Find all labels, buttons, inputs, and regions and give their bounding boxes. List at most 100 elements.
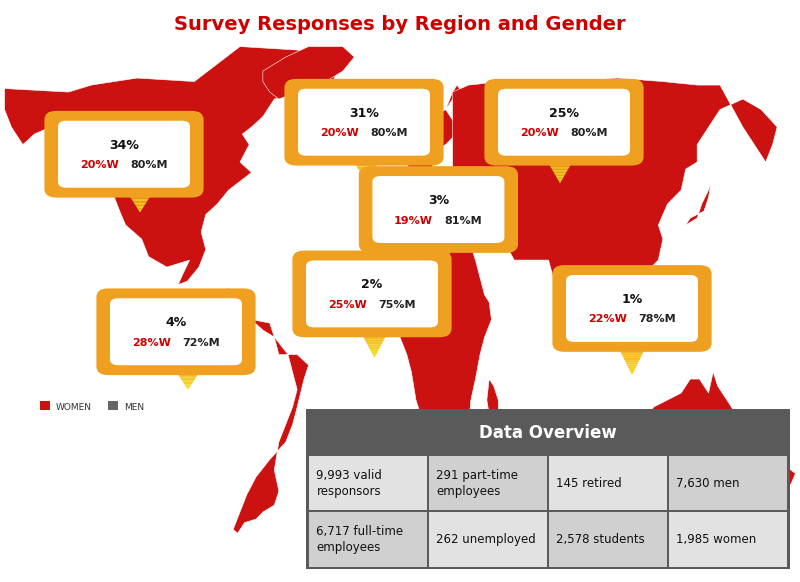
Polygon shape bbox=[174, 368, 202, 369]
Polygon shape bbox=[350, 204, 491, 460]
Polygon shape bbox=[138, 208, 142, 210]
Polygon shape bbox=[358, 328, 390, 329]
Text: 262 unemployed: 262 unemployed bbox=[437, 533, 536, 546]
FancyBboxPatch shape bbox=[108, 401, 118, 410]
Polygon shape bbox=[186, 386, 190, 387]
Polygon shape bbox=[628, 366, 637, 368]
Polygon shape bbox=[364, 338, 385, 339]
FancyBboxPatch shape bbox=[358, 166, 518, 253]
FancyBboxPatch shape bbox=[298, 88, 430, 156]
Polygon shape bbox=[620, 350, 644, 352]
Polygon shape bbox=[129, 194, 151, 196]
Polygon shape bbox=[543, 154, 577, 156]
Polygon shape bbox=[548, 162, 572, 164]
Polygon shape bbox=[624, 359, 640, 361]
Polygon shape bbox=[182, 380, 194, 382]
FancyBboxPatch shape bbox=[669, 456, 786, 510]
Polygon shape bbox=[431, 255, 449, 257]
Polygon shape bbox=[362, 176, 371, 177]
FancyBboxPatch shape bbox=[306, 261, 438, 327]
Polygon shape bbox=[365, 339, 384, 341]
Polygon shape bbox=[438, 268, 442, 269]
FancyBboxPatch shape bbox=[285, 79, 443, 165]
FancyBboxPatch shape bbox=[498, 88, 630, 156]
FancyBboxPatch shape bbox=[552, 265, 712, 352]
FancyBboxPatch shape bbox=[550, 456, 667, 510]
Text: 78%M: 78%M bbox=[638, 314, 676, 324]
Polygon shape bbox=[176, 371, 200, 372]
Polygon shape bbox=[434, 260, 446, 261]
Polygon shape bbox=[425, 244, 455, 246]
Polygon shape bbox=[434, 261, 446, 263]
Polygon shape bbox=[542, 152, 578, 154]
Text: 7,630 men: 7,630 men bbox=[677, 477, 740, 489]
Polygon shape bbox=[177, 372, 199, 374]
Polygon shape bbox=[170, 362, 206, 364]
Polygon shape bbox=[171, 364, 205, 365]
Polygon shape bbox=[263, 47, 354, 99]
Polygon shape bbox=[372, 353, 377, 354]
Polygon shape bbox=[366, 341, 383, 343]
Polygon shape bbox=[645, 372, 743, 470]
Text: 9,993 valid
responsors: 9,993 valid responsors bbox=[317, 469, 382, 498]
Text: 28%W: 28%W bbox=[132, 338, 170, 347]
Polygon shape bbox=[363, 177, 370, 179]
Polygon shape bbox=[139, 211, 141, 212]
Polygon shape bbox=[658, 281, 672, 309]
Polygon shape bbox=[186, 387, 190, 389]
Polygon shape bbox=[623, 357, 641, 359]
Text: 75%M: 75%M bbox=[378, 300, 415, 310]
Polygon shape bbox=[559, 182, 561, 183]
Polygon shape bbox=[614, 339, 650, 341]
Polygon shape bbox=[617, 345, 647, 346]
Text: 20%W: 20%W bbox=[80, 160, 118, 170]
Polygon shape bbox=[544, 156, 576, 157]
Polygon shape bbox=[366, 343, 382, 345]
Polygon shape bbox=[354, 162, 378, 164]
Polygon shape bbox=[349, 152, 384, 154]
Polygon shape bbox=[686, 183, 711, 225]
Polygon shape bbox=[126, 190, 154, 191]
FancyBboxPatch shape bbox=[550, 512, 667, 567]
Polygon shape bbox=[630, 370, 634, 372]
Polygon shape bbox=[362, 335, 386, 336]
Polygon shape bbox=[125, 189, 155, 190]
Polygon shape bbox=[184, 383, 193, 384]
Polygon shape bbox=[367, 345, 382, 346]
FancyBboxPatch shape bbox=[308, 410, 788, 455]
Polygon shape bbox=[138, 210, 142, 211]
Polygon shape bbox=[558, 180, 562, 182]
Text: 72%M: 72%M bbox=[182, 338, 220, 347]
Polygon shape bbox=[374, 356, 375, 358]
Polygon shape bbox=[433, 258, 447, 260]
Text: 2,578 students: 2,578 students bbox=[557, 533, 645, 546]
FancyBboxPatch shape bbox=[429, 512, 547, 567]
Text: 31%: 31% bbox=[349, 107, 379, 119]
Polygon shape bbox=[122, 185, 158, 186]
Text: 1%: 1% bbox=[622, 293, 642, 306]
Polygon shape bbox=[182, 382, 194, 383]
Polygon shape bbox=[135, 205, 145, 207]
Polygon shape bbox=[622, 354, 642, 356]
FancyBboxPatch shape bbox=[40, 401, 50, 410]
Polygon shape bbox=[206, 288, 309, 533]
Polygon shape bbox=[439, 269, 441, 271]
Text: 25%W: 25%W bbox=[328, 300, 366, 310]
Polygon shape bbox=[552, 169, 568, 171]
Polygon shape bbox=[615, 341, 649, 343]
Text: 25%: 25% bbox=[549, 107, 579, 119]
Text: 291 part-time
employees: 291 part-time employees bbox=[437, 469, 518, 498]
Polygon shape bbox=[549, 164, 571, 165]
Polygon shape bbox=[123, 186, 157, 187]
Text: 34%: 34% bbox=[109, 139, 139, 151]
Polygon shape bbox=[366, 85, 462, 211]
Polygon shape bbox=[370, 144, 389, 162]
Polygon shape bbox=[363, 336, 386, 338]
Polygon shape bbox=[446, 78, 777, 320]
FancyBboxPatch shape bbox=[429, 456, 547, 510]
Polygon shape bbox=[437, 264, 443, 266]
FancyBboxPatch shape bbox=[293, 250, 451, 338]
Polygon shape bbox=[126, 191, 154, 193]
Polygon shape bbox=[430, 254, 450, 255]
Polygon shape bbox=[134, 204, 146, 205]
